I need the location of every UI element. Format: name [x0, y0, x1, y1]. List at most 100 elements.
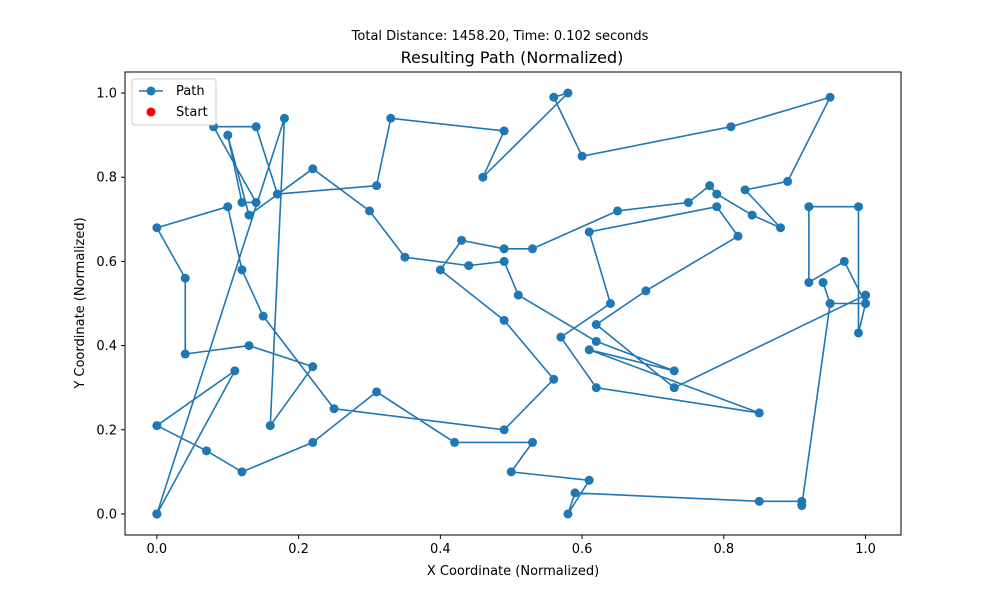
path-point: [272, 189, 282, 199]
path-point: [230, 366, 240, 376]
x-axis-ticks: 0.0 0.2 0.4 0.6 0.8 1.0: [147, 535, 876, 557]
path-point: [577, 151, 587, 161]
path-point: [223, 202, 233, 212]
path-point: [152, 223, 162, 233]
path-point: [450, 437, 460, 447]
axes-frame: [124, 71, 902, 536]
path-point: [464, 261, 474, 271]
y-tick-label: 0.2: [96, 423, 117, 438]
path-point: [308, 437, 318, 447]
path-point: [726, 122, 736, 132]
path-point: [457, 235, 467, 245]
path-point: [613, 206, 623, 216]
path-point: [244, 341, 254, 351]
path-point: [499, 244, 509, 254]
legend-start-label: Start: [176, 105, 208, 120]
path-point: [152, 509, 162, 519]
path-point: [776, 223, 786, 233]
path-point: [818, 277, 828, 287]
path-point: [641, 286, 651, 296]
path-point: [499, 256, 509, 266]
path-point: [712, 189, 722, 199]
path-point: [804, 277, 814, 287]
path-point: [201, 446, 211, 456]
path-point: [683, 197, 693, 207]
y-axis-ticks: 0.0 0.2 0.4 0.6 0.8 1.0: [96, 87, 125, 522]
legend: Path Start: [131, 78, 217, 126]
path-point: [783, 176, 793, 186]
path-point: [499, 315, 509, 325]
plot-area: [124, 71, 902, 536]
path-point: [386, 113, 396, 123]
y-tick-label: 0.4: [96, 339, 117, 354]
path-point: [584, 345, 594, 355]
path-point: [478, 172, 488, 182]
legend-path-label: Path: [176, 84, 205, 99]
path-point: [237, 265, 247, 275]
path-point: [570, 488, 580, 498]
x-tick-label: 0.2: [288, 542, 309, 557]
x-tick-label: 0.8: [713, 542, 734, 557]
y-axis-label: Y Coordinate (Normalized): [73, 217, 88, 389]
legend-start-marker: [146, 107, 156, 117]
chart-suptitle: Total Distance: 1458.20, Time: 0.102 sec…: [351, 29, 649, 44]
path-point: [237, 197, 247, 207]
path-point: [797, 496, 807, 506]
x-axis-label: X Coordinate (Normalized): [427, 564, 599, 579]
path-point: [733, 231, 743, 241]
path-point: [705, 181, 715, 191]
path-point: [364, 206, 374, 216]
path-point: [244, 210, 254, 220]
legend-path-marker: [146, 86, 156, 96]
path-point: [506, 467, 516, 477]
path-point: [549, 374, 559, 384]
path-point: [180, 349, 190, 359]
path-point: [400, 252, 410, 262]
path-point: [499, 425, 509, 435]
path-point: [669, 383, 679, 393]
path-point: [804, 202, 814, 212]
path-point: [308, 164, 318, 174]
path-point: [740, 185, 750, 195]
path-point: [754, 408, 764, 418]
path-point: [861, 290, 871, 300]
path-point: [747, 210, 757, 220]
path-point: [372, 181, 382, 191]
path-point: [180, 273, 190, 283]
path-point: [591, 320, 601, 330]
y-tick-label: 1.0: [96, 87, 117, 102]
path-point: [329, 404, 339, 414]
path-point: [223, 130, 233, 140]
chart-title: Resulting Path (Normalized): [401, 48, 624, 67]
path-point: [279, 113, 289, 123]
path-point: [591, 383, 601, 393]
path-point: [527, 244, 537, 254]
y-tick-label: 0.0: [96, 507, 117, 522]
path-point: [258, 311, 268, 321]
path-point: [513, 290, 523, 300]
y-tick-label: 0.8: [96, 171, 117, 186]
path-point: [556, 332, 566, 342]
x-tick-label: 0.6: [572, 542, 593, 557]
path-layer: [156, 92, 867, 515]
path-point: [549, 92, 559, 102]
y-tick-label: 0.6: [96, 255, 117, 270]
path-point: [372, 387, 382, 397]
path-point: [237, 467, 247, 477]
path-point: [584, 227, 594, 237]
path-point: [435, 265, 445, 275]
path-point: [527, 437, 537, 447]
path-point: [669, 366, 679, 376]
x-tick-label: 1.0: [855, 542, 876, 557]
marker-layer: [152, 88, 871, 519]
path-point: [853, 328, 863, 338]
path-point: [839, 256, 849, 266]
path-point: [152, 421, 162, 431]
path-point: [563, 509, 573, 519]
path-point: [861, 299, 871, 308]
path-point: [754, 496, 764, 506]
path-point: [584, 475, 594, 485]
path-point: [563, 88, 573, 98]
path-point: [499, 126, 509, 136]
